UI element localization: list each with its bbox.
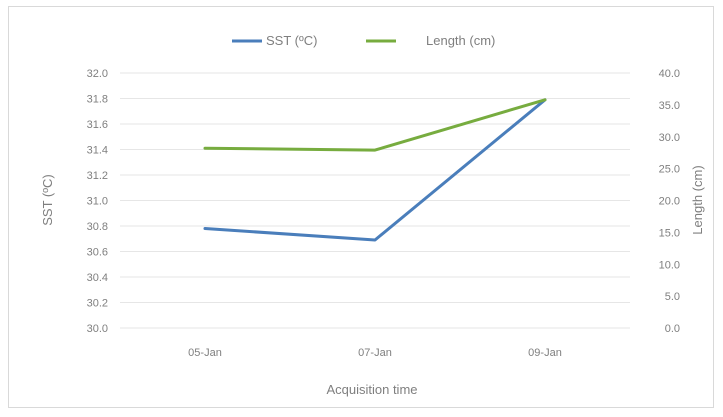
right-axis-title: Length (cm) xyxy=(690,165,705,234)
left-axis-title: SST (ºC) xyxy=(40,174,55,225)
legend: SST (ºC) Length (cm) xyxy=(232,33,495,48)
right-tick-label: 30.0 xyxy=(659,132,680,144)
left-tick-label: 30.0 xyxy=(87,323,108,335)
right-tick-label: 40.0 xyxy=(659,68,680,80)
right-tick-label: 20.0 xyxy=(659,196,680,208)
left-tick-label: 30.6 xyxy=(87,247,108,259)
left-tick-label: 32.0 xyxy=(87,68,108,80)
left-tick-label: 31.6 xyxy=(87,119,108,131)
left-tick-label: 31.2 xyxy=(87,170,108,182)
x-axis-ticks: 05-Jan 07-Jan 09-Jan xyxy=(188,347,562,359)
x-axis-title: Acquisition time xyxy=(326,382,417,397)
right-tick-label: 0.0 xyxy=(665,323,680,335)
right-tick-label: 10.0 xyxy=(659,259,680,271)
x-tick-label: 05-Jan xyxy=(188,347,222,359)
left-tick-label: 31.4 xyxy=(87,145,108,157)
legend-label-sst: SST (ºC) xyxy=(266,33,317,48)
gridlines xyxy=(120,72,630,329)
right-tick-label: 15.0 xyxy=(659,227,680,239)
x-tick-label: 07-Jan xyxy=(358,347,392,359)
x-tick-label: 09-Jan xyxy=(528,347,562,359)
length-series-line xyxy=(203,98,547,152)
left-tick-label: 30.4 xyxy=(87,272,108,284)
left-tick-label: 31.0 xyxy=(87,196,108,208)
right-tick-label: 5.0 xyxy=(665,291,680,303)
right-axis-ticks: 0.0 5.0 10.0 15.0 20.0 25.0 30.0 35.0 40.0 xyxy=(659,68,680,335)
legend-label-length: Length (cm) xyxy=(426,33,495,48)
left-axis-ticks: 30.0 30.2 30.4 30.6 30.8 31.0 31.2 31.4 31.6 31.8… xyxy=(87,68,108,335)
left-tick-label: 30.8 xyxy=(87,221,108,233)
series-lines xyxy=(203,98,547,242)
left-tick-label: 31.8 xyxy=(87,94,108,106)
left-tick-label: 30.2 xyxy=(87,298,108,310)
right-tick-label: 25.0 xyxy=(659,164,680,176)
right-tick-label: 35.0 xyxy=(659,100,680,112)
sst-series-line xyxy=(203,98,547,242)
